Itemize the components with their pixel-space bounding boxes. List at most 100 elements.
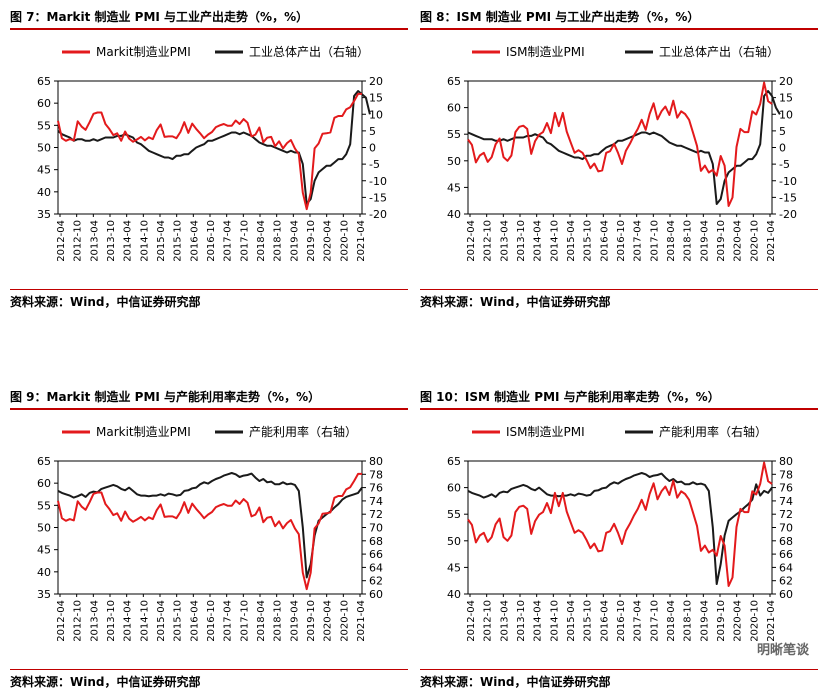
x-tick-label: 2020-04 [733, 220, 744, 262]
x-tick-label: 2016-04 [599, 600, 610, 642]
y-left-tick-label: 65 [37, 75, 51, 88]
x-tick-label: 2018-04 [666, 220, 677, 262]
y-right-tick-label: 74 [779, 495, 793, 508]
y-left-tick-label: 55 [37, 119, 51, 132]
x-tick-label: 2017-04 [223, 600, 234, 642]
x-tick-label: 2012-10 [73, 220, 84, 262]
x-tick-label: 2013-10 [516, 600, 527, 642]
y-left-tick-label: 50 [447, 535, 461, 548]
x-tick-label: 2019-10 [716, 600, 727, 642]
y-right-tick-label: 68 [369, 535, 383, 548]
legend-label: ISM制造业PMI [506, 425, 585, 439]
y-right-tick-label: 66 [369, 548, 383, 561]
x-tick-label: 2018-10 [273, 220, 284, 262]
y-right-tick-label: 72 [779, 508, 793, 521]
x-tick-label: 2012-10 [483, 600, 494, 642]
x-tick-label: 2021-04 [356, 220, 367, 262]
legend-label: 产能利用率（右轴） [659, 424, 767, 439]
x-tick-label: 2017-10 [239, 220, 250, 262]
x-tick-label: 2018-04 [256, 220, 267, 262]
x-tick-label: 2014-04 [533, 220, 544, 262]
series-line [467, 90, 781, 205]
x-tick-label: 2014-04 [533, 600, 544, 642]
y-right-tick-label: 78 [369, 468, 383, 481]
chart-source: 资料来源：Wind，中信证券研究部 [10, 289, 408, 310]
x-tick-label: 2020-04 [323, 220, 334, 262]
x-tick-label: 2018-04 [666, 600, 677, 642]
x-tick-label: 2014-10 [139, 600, 150, 642]
x-tick-label: 2021-04 [356, 600, 367, 642]
y-left-tick-label: 55 [447, 128, 461, 141]
x-tick-label: 2017-04 [633, 220, 644, 262]
x-tick-label: 2012-10 [73, 600, 84, 642]
y-right-tick-label: -15 [369, 191, 387, 204]
x-tick-label: 2016-04 [189, 600, 200, 642]
x-tick-label: 2020-10 [749, 220, 760, 262]
y-left-tick-label: 50 [447, 155, 461, 168]
chart-panel-4: 图 10：ISM 制造业 PMI 与产能利用率走势（%，%） ISM制造业PMI… [420, 380, 820, 689]
y-right-tick-label: 76 [369, 482, 383, 495]
y-right-tick-label: -5 [779, 158, 790, 171]
y-right-tick-label: 60 [779, 588, 793, 601]
y-left-tick-label: 40 [37, 566, 51, 579]
y-right-tick-label: 62 [369, 575, 383, 588]
x-tick-label: 2017-04 [223, 220, 234, 262]
x-tick-label: 2020-04 [323, 600, 334, 642]
x-tick-label: 2013-04 [499, 220, 510, 262]
y-right-tick-label: 70 [779, 522, 793, 535]
chart-title: 图 10：ISM 制造业 PMI 与产能利用率走势（%，%） [420, 388, 818, 410]
x-tick-label: 2016-10 [616, 220, 627, 262]
x-tick-label: 2017-04 [633, 600, 644, 642]
x-tick-label: 2021-04 [766, 220, 777, 262]
y-right-tick-label: 0 [369, 142, 376, 155]
x-tick-label: 2016-10 [616, 600, 627, 642]
series-line [467, 461, 773, 587]
line-chart: Markit制造业PMI 工业总体产出（右轴）35404550556065-20-… [37, 44, 387, 262]
x-tick-label: 2012-04 [56, 220, 67, 262]
x-tick-label: 2019-04 [289, 220, 300, 262]
x-tick-label: 2017-10 [649, 220, 660, 262]
y-right-tick-label: -20 [369, 208, 387, 221]
y-left-tick-label: 40 [447, 588, 461, 601]
y-left-tick-label: 60 [37, 97, 51, 110]
x-tick-label: 2018-10 [683, 600, 694, 642]
legend-label: 工业总体产出（右轴） [249, 44, 369, 59]
x-tick-label: 2019-04 [699, 220, 710, 262]
chart-title: 图 9：Markit 制造业 PMI 与产能利用率走势（%，%） [10, 388, 408, 410]
series-line [57, 92, 362, 211]
y-left-tick-label: 50 [37, 522, 51, 535]
y-right-tick-label: -10 [779, 175, 797, 188]
x-tick-label: 2015-10 [583, 220, 594, 262]
legend-label: 工业总体产出（右轴） [659, 44, 779, 59]
x-tick-label: 2016-10 [206, 220, 217, 262]
legend-label: ISM制造业PMI [506, 45, 585, 59]
y-left-tick-label: 45 [37, 164, 51, 177]
y-right-tick-label: 76 [779, 482, 793, 495]
line-chart: Markit制造业PMI 产能利用率（右轴）3540455055606560626… [37, 424, 383, 642]
legend-label: Markit制造业PMI [96, 425, 191, 439]
x-tick-label: 2012-04 [466, 600, 477, 642]
x-tick-label: 2012-10 [483, 220, 494, 262]
y-right-tick-label: 66 [779, 548, 793, 561]
y-right-tick-label: 80 [369, 455, 383, 468]
y-right-tick-label: 20 [779, 75, 793, 88]
y-left-tick-label: 55 [37, 499, 51, 512]
y-left-tick-label: 45 [37, 544, 51, 557]
x-tick-label: 2019-10 [306, 600, 317, 642]
x-tick-label: 2017-10 [649, 600, 660, 642]
line-chart: ISM制造业PMI 工业总体产出（右轴）404550556065-20-15-10… [447, 44, 797, 262]
x-tick-label: 2014-10 [549, 220, 560, 262]
chart-title: 图 8：ISM 制造业 PMI 与工业产出走势（%，%） [420, 8, 818, 30]
y-left-tick-label: 65 [37, 455, 51, 468]
series-line [467, 472, 773, 585]
y-left-tick-label: 45 [447, 561, 461, 574]
x-tick-label: 2019-10 [306, 220, 317, 262]
x-tick-label: 2018-04 [256, 600, 267, 642]
x-tick-label: 2013-10 [106, 600, 117, 642]
y-right-tick-label: 10 [369, 108, 383, 121]
x-tick-label: 2018-10 [683, 220, 694, 262]
chart-title: 图 7：Markit 制造业 PMI 与工业产出走势（%，%） [10, 8, 408, 30]
x-tick-label: 2013-04 [89, 600, 100, 642]
legend-label: Markit制造业PMI [96, 45, 191, 59]
x-tick-label: 2014-10 [549, 600, 560, 642]
